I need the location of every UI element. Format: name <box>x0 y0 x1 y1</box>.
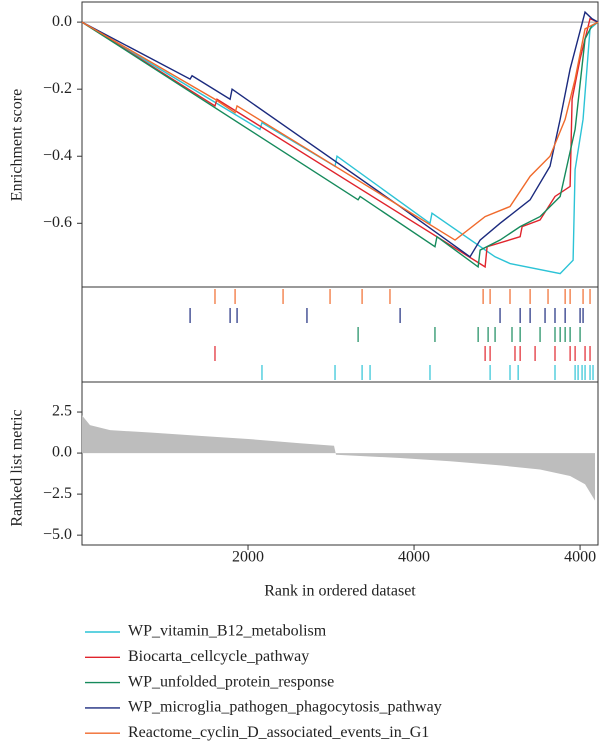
x-tick-label: 4000 <box>398 549 430 566</box>
es-curve <box>81 21 599 275</box>
y-tick-label: −0.6 <box>43 214 72 231</box>
legend-label: WP_vitamin_B12_metabolism <box>128 623 327 640</box>
metric-panel <box>81 381 599 546</box>
es-curve <box>81 21 599 241</box>
es-curve <box>81 10 599 258</box>
y-tick-label: −0.4 <box>43 147 72 164</box>
y-tick-label: −2.5 <box>43 485 72 502</box>
legend-label: Biocarta_cellcycle_pathway <box>128 648 309 665</box>
es-axis-label: Enrichment score <box>9 89 26 201</box>
y-tick-label: −0.2 <box>43 80 72 97</box>
es-curve <box>81 17 599 269</box>
legend-label: WP_unfolded_protein_response <box>128 673 334 690</box>
x-tick-label: 4000 <box>564 549 596 566</box>
x-axis-label: Rank in ordered dataset <box>264 583 416 600</box>
y-tick-label: 0.0 <box>52 13 72 30</box>
y-tick-label: 2.5 <box>52 403 72 420</box>
es-panel <box>81 1 599 288</box>
es-curve <box>81 21 599 269</box>
x-tick-label: 2000 <box>232 549 264 566</box>
y-tick-label: −5.0 <box>43 526 72 543</box>
legend-label: Reactome_cyclin_D_associated_events_in_G… <box>128 724 429 741</box>
legend-label: WP_microglia_pathogen_phagocytosis_pathw… <box>128 699 442 716</box>
metric-area <box>82 415 596 501</box>
y-tick-label: 0.0 <box>52 444 72 461</box>
metric-axis-label: Ranked list metric <box>9 409 26 526</box>
